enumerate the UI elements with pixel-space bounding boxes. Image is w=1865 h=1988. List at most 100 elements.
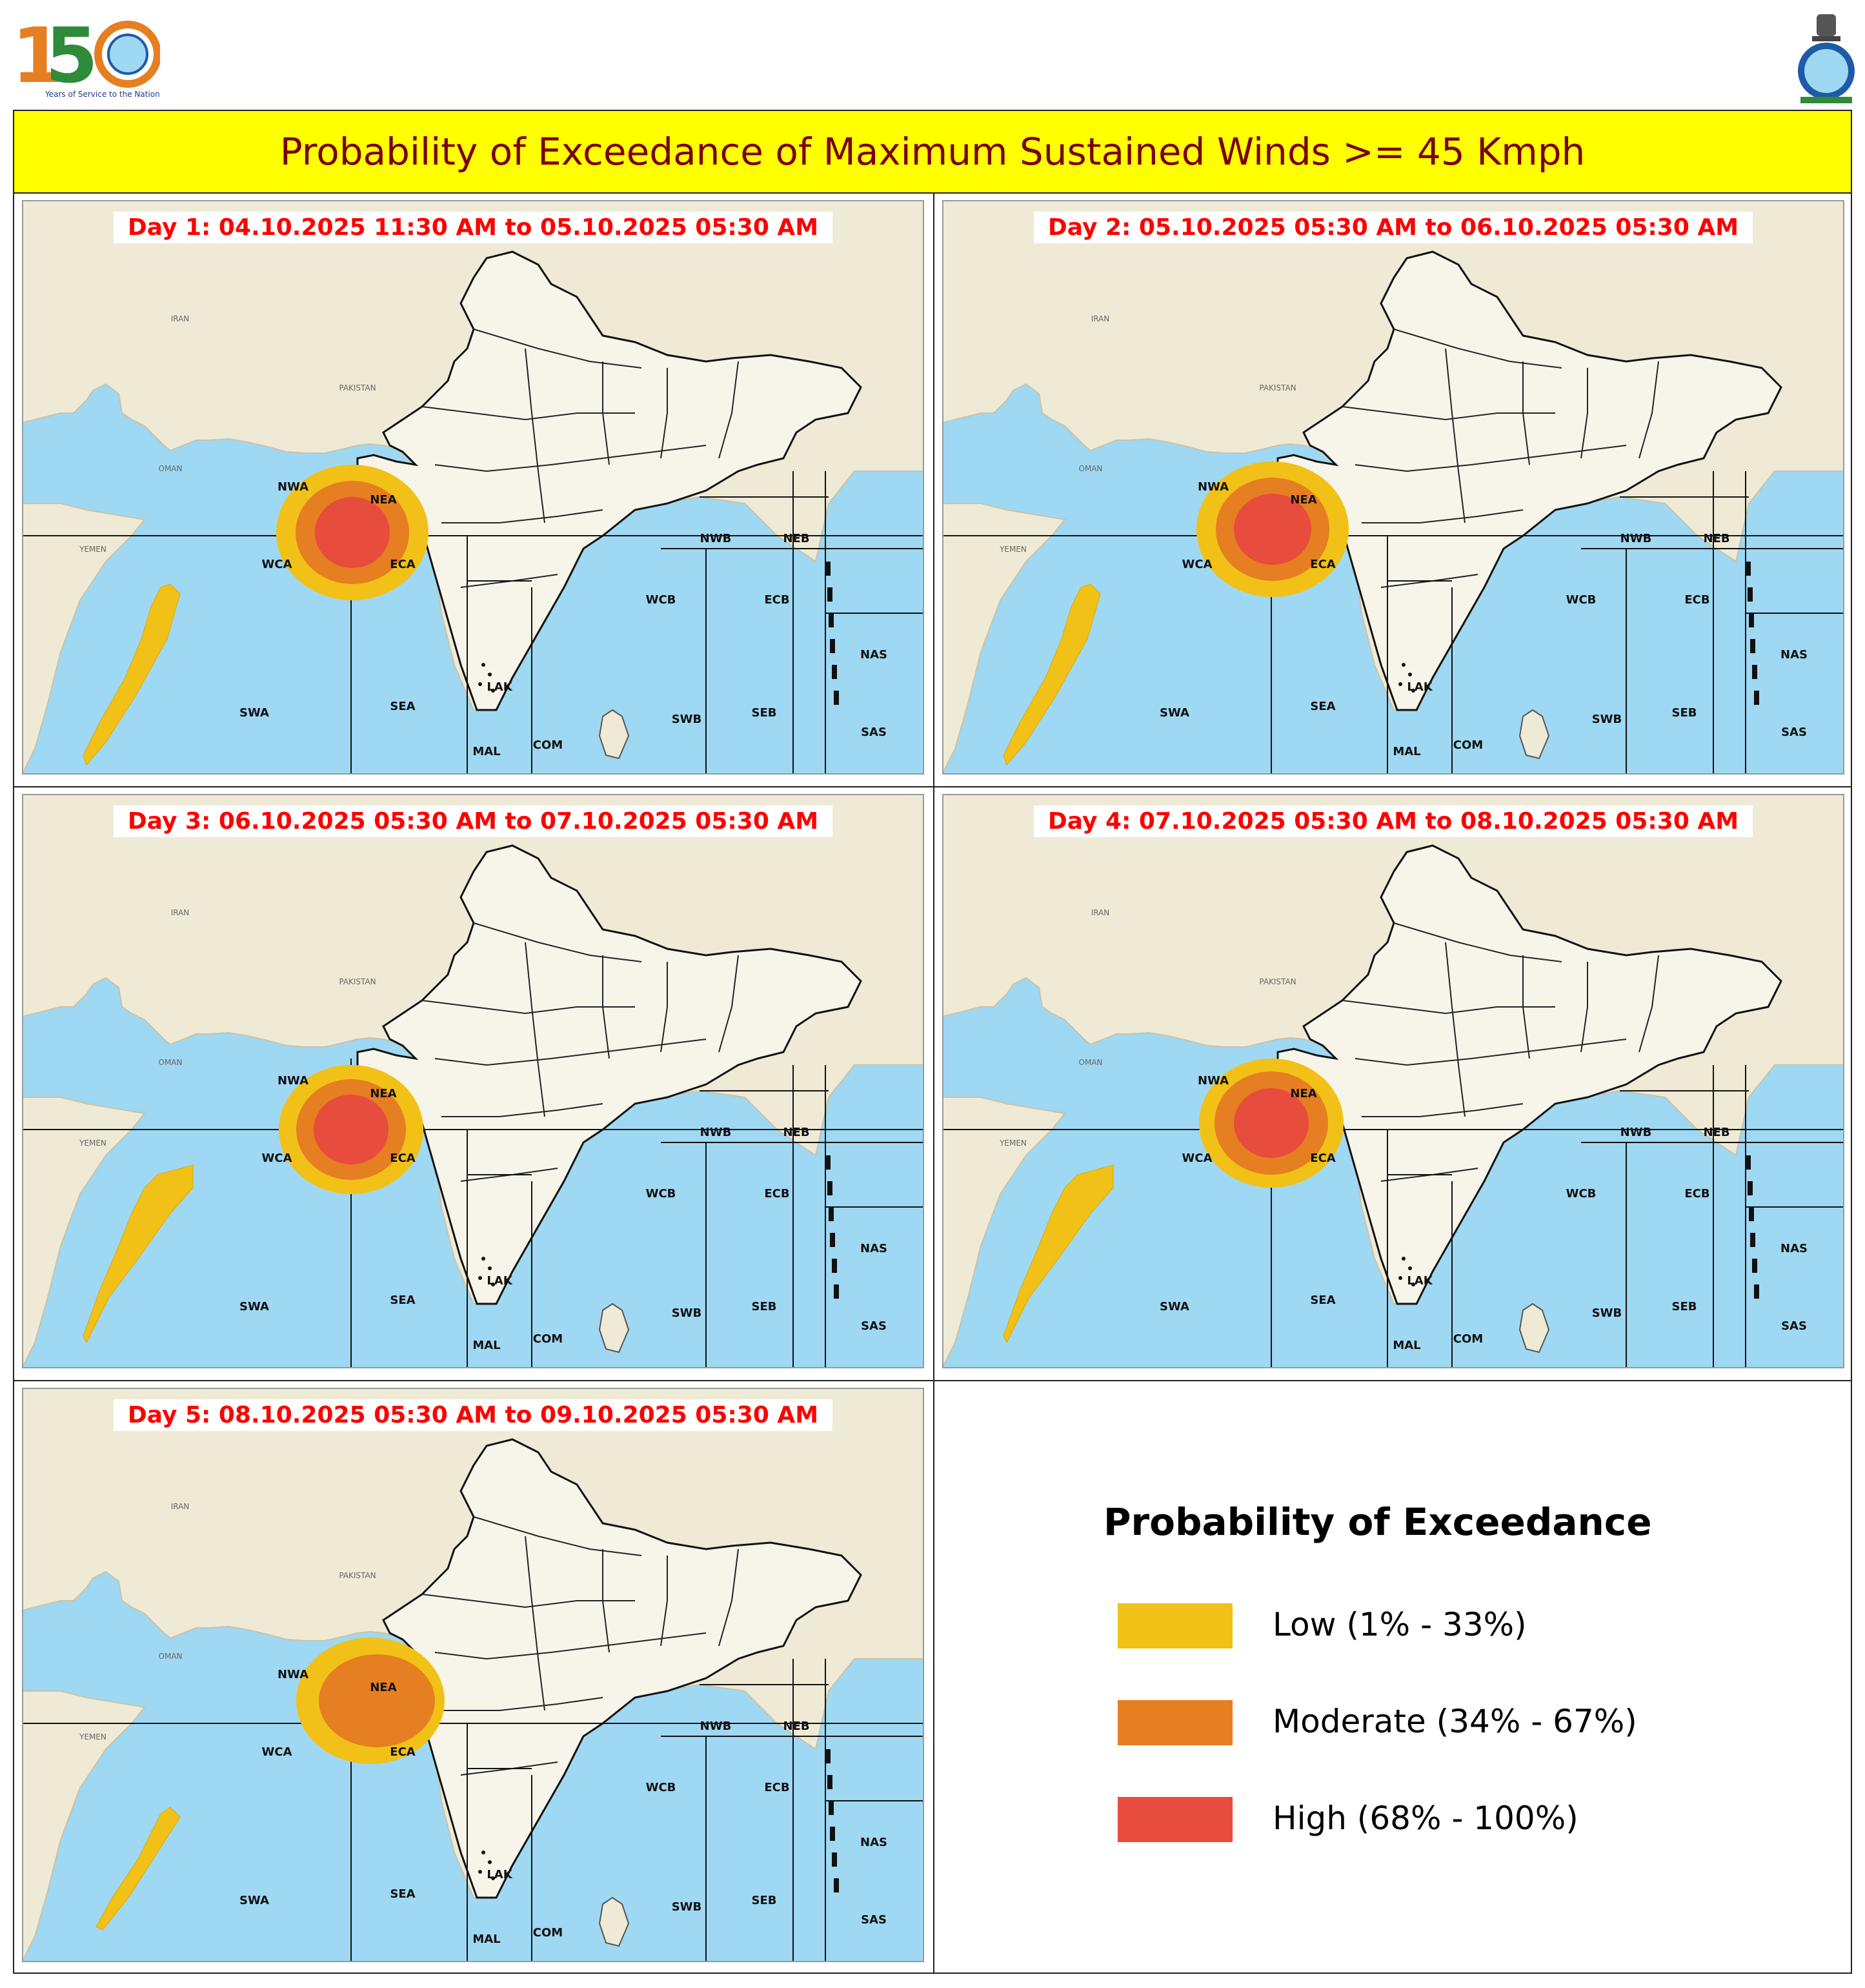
lakshadweep-island — [481, 1851, 485, 1854]
day-label: Day 4: 07.10.2025 05:30 AM to 08.10.2025… — [1033, 806, 1753, 837]
landmass-srilanka — [598, 709, 630, 760]
sea-area-label-nea: NEA — [1290, 493, 1316, 507]
sea-area-label-eca: ECA — [390, 558, 416, 571]
sea-area-label-swb: SWB — [672, 713, 702, 726]
landmass-africa — [22, 503, 146, 775]
andaman-island — [827, 1181, 832, 1195]
forecast-map: NWA NEA ECA WCA SWA SEA LAK MAL COM NWB NEB WCB ECB N… — [942, 794, 1844, 1368]
india-boundary — [356, 844, 862, 1305]
sea-area-label-nas: NAS — [860, 1242, 887, 1255]
sea-area-label-seb: SEB — [1672, 1300, 1697, 1314]
state-boundary — [660, 368, 668, 459]
legend-label-moderate: Moderate (34% - 67%) — [1273, 1703, 1637, 1740]
andaman-island — [830, 1827, 835, 1841]
threat-area-low-secondary — [1003, 1164, 1114, 1344]
ocean-region — [22, 1572, 924, 1962]
state-boundary — [441, 1103, 603, 1117]
sea-area-label-wcb: WCB — [646, 593, 676, 607]
india-boundary — [356, 1438, 862, 1899]
sea-area-label-sas: SAS — [861, 1913, 887, 1927]
state-boundary — [660, 962, 668, 1053]
state-boundary — [1445, 942, 1466, 1117]
state-boundary — [1355, 445, 1627, 472]
andaman-island — [834, 1878, 839, 1892]
sea-area-label-neb: NEB — [1703, 1126, 1729, 1139]
state-boundary — [1355, 1039, 1627, 1066]
legend-swatch-high — [1118, 1797, 1233, 1842]
lakshadweep-island — [481, 1257, 485, 1261]
imd-150-years-logo: 1 5 Years of Service to the Nation — [12, 11, 161, 105]
state-boundary — [421, 1000, 635, 1015]
lakshadweep-island — [488, 1860, 492, 1864]
andaman-island — [1750, 639, 1755, 653]
day-label: Day 5: 08.10.2025 05:30 AM to 09.10.2025… — [113, 1399, 833, 1431]
figure-frame — [13, 110, 1852, 1974]
sea-area-label-eca: ECA — [1310, 558, 1336, 571]
sea-area-label-ecb: ECB — [1684, 593, 1709, 607]
state-boundary — [441, 509, 603, 523]
forecast-map: NWA NEA ECA WCA SWA SEA LAK MAL COM NWB NEB WCB ECB N… — [22, 794, 924, 1368]
threat-area-low-secondary — [83, 583, 181, 766]
state-boundary — [718, 361, 739, 459]
sea-area-label-swb: SWB — [1592, 1306, 1622, 1320]
sea-area-label-mal: MAL — [472, 745, 500, 758]
forecast-map: NWA NEA ECA WCA SWA SEA LAK MAL COM NWB NEB WCB ECB N… — [22, 1388, 924, 1962]
grid-divider-horizontal-1 — [14, 786, 1851, 787]
country-label-iran: IRAN — [1091, 908, 1110, 917]
andaman-island — [1748, 587, 1753, 602]
sea-area-label-wca: WCA — [262, 558, 292, 571]
sea-area-label-nwa: NWA — [277, 1668, 308, 1681]
ocean-region — [942, 978, 1844, 1368]
state-boundary — [1393, 329, 1562, 369]
state-boundary — [525, 942, 545, 1117]
sea-area-label-sea: SEA — [1310, 700, 1335, 713]
sea-area-label-swb: SWB — [672, 1900, 702, 1914]
state-boundary — [473, 1516, 642, 1556]
lakshadweep-island — [1411, 689, 1415, 693]
country-label-oman: OMAN — [159, 1058, 183, 1067]
ocean-region — [22, 978, 924, 1368]
lakshadweep-island — [491, 1876, 495, 1880]
sea-area-label-nas: NAS — [860, 1836, 887, 1849]
sea-area-label-mal: MAL — [472, 1339, 500, 1352]
state-boundary — [718, 1548, 739, 1647]
country-label-yemen: YEMEN — [999, 545, 1027, 554]
grid-divider-vertical — [933, 194, 934, 1974]
threat-area-high — [1234, 1088, 1309, 1158]
sea-area-label-sas: SAS — [1781, 1319, 1807, 1333]
andaman-island — [825, 562, 831, 576]
imd-emblem-icon — [1794, 12, 1859, 107]
state-boundary — [1393, 922, 1562, 962]
state-boundary — [1522, 955, 1530, 1059]
sea-area-label-sea: SEA — [390, 1887, 415, 1901]
sea-area-label-com: COM — [533, 738, 563, 752]
sea-area-label-neb: NEB — [1703, 532, 1729, 545]
andaman-island — [825, 1155, 831, 1170]
country-label-yemen: YEMEN — [79, 1139, 106, 1148]
sea-area-label-wca: WCA — [1182, 558, 1213, 571]
legend-label-high: High (68% - 100%) — [1273, 1800, 1578, 1837]
lakshadweep-island — [488, 1266, 492, 1270]
threat-area-high — [315, 497, 390, 568]
andaman-island — [1752, 665, 1757, 679]
lakshadweep-island — [1411, 1283, 1415, 1286]
panel-border — [942, 200, 1844, 775]
lakshadweep-island — [478, 1276, 482, 1280]
state-boundary — [1580, 368, 1588, 459]
day-label: Day 3: 06.10.2025 05:30 AM to 07.10.2025… — [113, 806, 833, 837]
legend: Probability of Exceedance Low (1% - 33%)… — [936, 1384, 1850, 1973]
country-label-pakistan: PAKISTAN — [1259, 977, 1296, 986]
lakshadweep-island — [1402, 663, 1406, 667]
sea-area-label-seb: SEB — [752, 706, 777, 720]
india-boundary — [1276, 844, 1782, 1305]
sea-area-label-lak: LAK — [487, 680, 512, 694]
state-boundary — [421, 1594, 635, 1608]
lakshadweep-island — [488, 673, 492, 676]
state-boundary — [1638, 361, 1659, 459]
andaman-island — [834, 1284, 839, 1299]
andaman-island — [1748, 1181, 1753, 1195]
state-boundary — [473, 329, 642, 369]
sea-area-label-mal: MAL — [472, 1932, 500, 1946]
sea-area-label-wcb: WCB — [1566, 593, 1597, 607]
andaman-island — [832, 1852, 837, 1867]
